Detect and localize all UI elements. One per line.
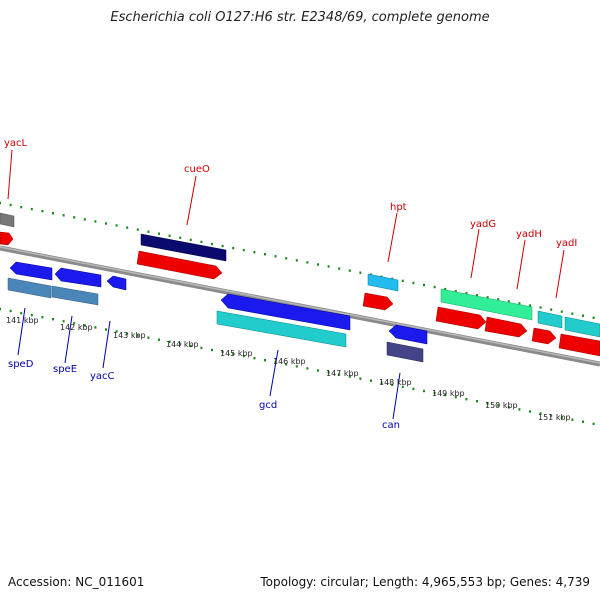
cds-yadG[interactable] (435, 306, 487, 330)
gene-can[interactable] (386, 341, 424, 363)
callout-hpt (387, 212, 398, 263)
gene-yacL[interactable] (0, 212, 15, 228)
callout-cueO (186, 175, 197, 226)
kbp-label-142: 142 kbp (60, 323, 93, 332)
gene-speE[interactable] (51, 285, 99, 306)
kbp-label-147: 147 kbp (326, 369, 359, 378)
cds-gcd[interactable] (220, 293, 351, 331)
reverse-cds-track (9, 261, 428, 345)
outer-tick-track (0, 201, 595, 319)
map-title: Escherichia coli O127:H6 str. E2348/69, … (110, 10, 490, 25)
callout-speE (64, 315, 73, 364)
cds-yadH[interactable] (484, 316, 528, 338)
genome-backbone (0, 245, 600, 367)
label-hpt[interactable]: hpt (390, 202, 407, 213)
label-speE[interactable]: speE (53, 364, 77, 375)
cds-yacL[interactable] (0, 231, 14, 246)
callout-yacC (102, 320, 111, 369)
cds-can[interactable] (388, 324, 428, 345)
gene-yadH[interactable] (537, 310, 563, 329)
cds-right-edge[interactable] (558, 333, 600, 357)
gene-cueO[interactable] (140, 233, 227, 262)
kbp-label-148: 148 kbp (379, 378, 412, 387)
kbp-label-151: 151 kbp (538, 413, 571, 422)
cds-speD[interactable] (9, 261, 53, 281)
cds-speE[interactable] (54, 267, 102, 288)
kbp-label-150: 150 kbp (485, 401, 518, 410)
forward-gene-labels: yacL cueO hpt yadG yadH yadI (4, 138, 577, 299)
label-gcd[interactable]: gcd (259, 400, 277, 411)
cds-cueO[interactable] (136, 250, 223, 280)
callout-speD (17, 307, 26, 356)
label-yadI[interactable]: yadI (556, 238, 577, 249)
kbp-label-141: 141 kbp (6, 316, 39, 325)
reverse-gene-track (7, 277, 424, 363)
gene-yadG[interactable] (440, 288, 533, 321)
label-yadG[interactable]: yadG (470, 219, 496, 230)
kbp-label-143: 143 kbp (113, 331, 146, 340)
label-can[interactable]: can (382, 420, 400, 431)
kbp-label-146: 146 kbp (273, 357, 306, 366)
callout-gcd (269, 349, 279, 397)
label-yacC[interactable]: yacC (90, 371, 115, 382)
kbp-label-149: 149 kbp (432, 389, 465, 398)
forward-gene-track (0, 212, 600, 338)
gene-hpt[interactable] (367, 273, 399, 292)
label-yadH[interactable]: yadH (516, 229, 542, 240)
callout-yadG (470, 228, 480, 279)
kbp-label-144: 144 kbp (166, 340, 199, 349)
callout-yadI (555, 249, 565, 299)
cds-yacC[interactable] (106, 275, 127, 291)
accession-text: Accession: NC_011601 (8, 575, 145, 589)
label-yacL[interactable]: yacL (4, 138, 28, 149)
label-speD[interactable]: speD (8, 359, 34, 370)
callout-yacL (7, 149, 13, 200)
callout-can (392, 372, 401, 420)
reverse-gene-labels: speD speE yacC gcd can (8, 307, 401, 431)
label-cueO[interactable]: cueO (184, 164, 210, 175)
kbp-label-145: 145 kbp (220, 349, 253, 358)
cds-hpt[interactable] (362, 292, 394, 311)
genome-summary-text: Topology: circular; Length: 4,965,553 bp… (260, 575, 590, 589)
gene-gcd[interactable] (216, 310, 347, 348)
gene-speD[interactable] (7, 277, 52, 299)
forward-cds-track (0, 231, 600, 357)
callout-yadH (516, 239, 526, 290)
gene-yadI[interactable] (564, 316, 600, 338)
genome-backbone-highlight (0, 246, 600, 364)
cds-yadI[interactable] (531, 327, 557, 345)
kbp-scale-labels: 141 kbp 142 kbp 143 kbp 144 kbp 145 kbp … (6, 316, 571, 422)
